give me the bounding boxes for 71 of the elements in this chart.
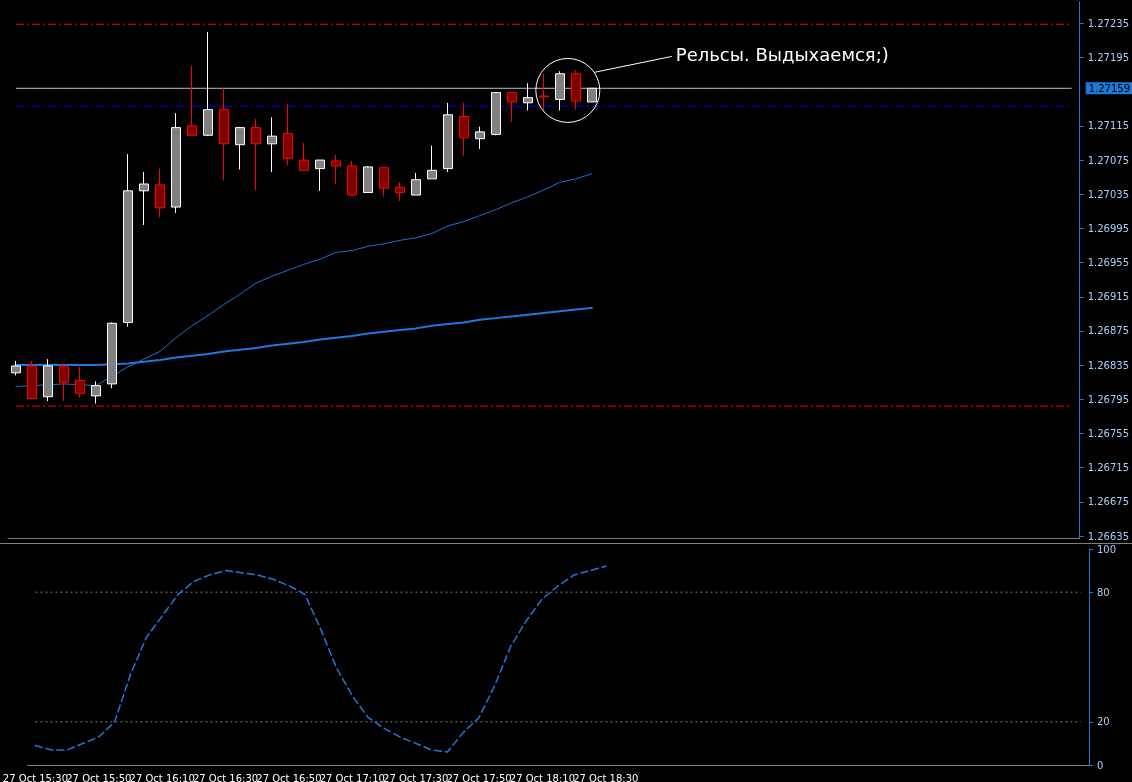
y-tick-label: 1.26875 <box>1087 325 1130 337</box>
candlestick <box>283 103 293 166</box>
y-tick-label: 1.26635 <box>1087 530 1130 542</box>
y-tick-label: 20 <box>1097 716 1110 728</box>
x-tick-label: 27 Oct 16:50 <box>256 772 322 782</box>
candlestick <box>43 358 53 402</box>
x-tick-label: 27 Oct 17:50 <box>446 772 512 782</box>
candlestick <box>299 142 309 171</box>
y-tick-label: 80 <box>1097 586 1110 598</box>
x-tick-label: 27 Oct 17:10 <box>319 772 385 782</box>
candlestick <box>331 154 341 185</box>
y-tick-label: 1.26915 <box>1087 291 1130 303</box>
x-tick-label: 27 Oct 17:30 <box>383 772 449 782</box>
x-tick-label: 27 Oct 15:30 <box>2 772 69 782</box>
candlestick <box>139 171 149 226</box>
candlestick <box>395 181 405 202</box>
y-tick-label: 1.26675 <box>1087 496 1130 508</box>
candlestick <box>315 159 325 192</box>
y-tick-label: 1.27035 <box>1087 188 1130 200</box>
candlestick <box>571 69 581 111</box>
x-tick-label: 27 Oct 18:10 <box>509 772 576 782</box>
line-series <box>34 565 607 753</box>
x-tick-label: 27 Oct 16:30 <box>192 772 259 782</box>
candlestick <box>91 380 101 405</box>
candlestick <box>507 92 517 123</box>
candlestick <box>219 87 229 182</box>
candlestick <box>539 73 549 112</box>
y-tick-label: 1.27235 <box>1087 17 1130 29</box>
ref-line-label: 1.27159 <box>1088 82 1131 94</box>
y-tick-label: 1.26995 <box>1087 222 1130 234</box>
candlestick <box>267 116 277 173</box>
candlestick <box>11 360 21 376</box>
candlestick <box>75 366 85 399</box>
candlestick <box>587 87 597 103</box>
candlestick <box>123 153 133 328</box>
candlestick <box>379 167 389 198</box>
candlestick <box>347 160 357 196</box>
candlestick <box>523 82 533 112</box>
candlestick <box>155 168 165 218</box>
y-tick-label: 1.26955 <box>1087 257 1130 269</box>
y-tick-label: 1.26715 <box>1087 462 1130 474</box>
candlestick <box>203 31 213 137</box>
y-tick-label: 1.27195 <box>1087 52 1130 64</box>
y-tick-label: 1.27115 <box>1087 120 1130 132</box>
y-tick-label: 1.27075 <box>1087 154 1130 166</box>
candlestick <box>171 112 181 214</box>
candlestick <box>59 362 69 402</box>
candlestick <box>27 360 37 400</box>
candlestick <box>475 126 485 150</box>
x-tick-label: 27 Oct 15:50 <box>66 772 132 782</box>
candlestick <box>187 65 197 136</box>
y-tick-label: 100 <box>1097 543 1117 555</box>
y-tick-label: 1.26835 <box>1087 359 1130 371</box>
y-tick-label: 0 <box>1097 759 1104 771</box>
candlestick <box>555 70 565 112</box>
candlestick <box>107 321 117 389</box>
x-tick-label: 27 Oct 18:30 <box>573 772 639 782</box>
candlestick <box>411 172 421 196</box>
y-tick-label: 1.26755 <box>1087 427 1130 439</box>
line-series <box>15 173 593 387</box>
candlestick <box>491 92 501 136</box>
candlestick <box>427 145 437 180</box>
line-series <box>15 306 593 367</box>
y-tick-label: 1.26795 <box>1087 393 1130 405</box>
candlestick <box>443 102 453 173</box>
candlestick <box>363 165 373 194</box>
text: Рельсы. Выдыхаемся;) <box>675 44 889 66</box>
candlestick <box>251 118 261 191</box>
candlestick <box>235 126 245 170</box>
candlestick <box>459 102 469 157</box>
x-tick-label: 27 Oct 16:10 <box>129 772 195 782</box>
